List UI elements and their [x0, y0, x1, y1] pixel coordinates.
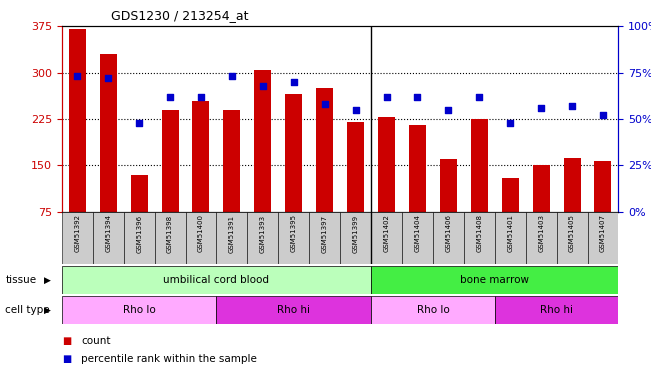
Text: GSM51398: GSM51398: [167, 214, 173, 253]
Text: GDS1230 / 213254_at: GDS1230 / 213254_at: [111, 9, 248, 22]
Text: GSM51405: GSM51405: [569, 214, 575, 252]
Point: [567, 103, 577, 109]
Bar: [278, 212, 309, 264]
Bar: [371, 212, 402, 264]
Text: ▶: ▶: [44, 276, 51, 285]
Text: umbilical cord blood: umbilical cord blood: [163, 275, 270, 285]
Bar: [223, 110, 240, 212]
Bar: [378, 117, 395, 212]
Text: ■: ■: [62, 336, 71, 346]
Bar: [371, 296, 495, 324]
Text: percentile rank within the sample: percentile rank within the sample: [81, 354, 257, 364]
Bar: [285, 94, 302, 212]
Bar: [131, 175, 148, 212]
Bar: [340, 212, 371, 264]
Bar: [402, 212, 433, 264]
Text: GSM51407: GSM51407: [600, 214, 606, 252]
Bar: [433, 212, 464, 264]
Text: ▶: ▶: [44, 306, 51, 315]
Text: GSM51404: GSM51404: [415, 214, 421, 252]
Point: [412, 94, 422, 100]
Point: [536, 105, 546, 111]
Point: [320, 101, 330, 107]
Text: GSM51397: GSM51397: [322, 214, 327, 253]
Bar: [587, 212, 618, 264]
Point: [598, 112, 608, 118]
Point: [227, 74, 237, 80]
Bar: [62, 212, 92, 264]
Text: GSM51391: GSM51391: [229, 214, 235, 253]
Text: GSM51395: GSM51395: [291, 214, 297, 252]
Bar: [316, 88, 333, 212]
Point: [72, 74, 83, 80]
Bar: [193, 100, 210, 212]
Text: cell type: cell type: [5, 305, 50, 315]
Text: GSM51403: GSM51403: [538, 214, 544, 252]
Text: GSM51393: GSM51393: [260, 214, 266, 253]
Bar: [255, 70, 271, 212]
Point: [350, 107, 361, 113]
Bar: [495, 296, 618, 324]
Bar: [409, 125, 426, 212]
Text: GSM51402: GSM51402: [383, 214, 389, 252]
Bar: [557, 212, 587, 264]
Text: GSM51399: GSM51399: [353, 214, 359, 253]
Point: [474, 94, 484, 100]
Bar: [62, 296, 216, 324]
Text: GSM51396: GSM51396: [136, 214, 142, 253]
Text: Rho hi: Rho hi: [277, 305, 311, 315]
Bar: [161, 110, 178, 212]
Bar: [371, 266, 618, 294]
Bar: [525, 212, 557, 264]
Text: GSM51392: GSM51392: [74, 214, 80, 252]
Bar: [464, 212, 495, 264]
Bar: [216, 296, 371, 324]
Point: [505, 120, 516, 126]
Bar: [347, 122, 364, 212]
Bar: [471, 119, 488, 212]
Point: [381, 94, 392, 100]
Bar: [69, 29, 86, 212]
Bar: [594, 160, 611, 212]
Point: [196, 94, 206, 100]
Text: GSM51394: GSM51394: [105, 214, 111, 252]
Bar: [124, 212, 154, 264]
Bar: [154, 212, 186, 264]
Text: Rho lo: Rho lo: [417, 305, 449, 315]
Point: [258, 82, 268, 88]
Text: GSM51401: GSM51401: [507, 214, 513, 252]
Text: Rho lo: Rho lo: [123, 305, 156, 315]
Text: GSM51406: GSM51406: [445, 214, 451, 252]
Text: tissue: tissue: [5, 275, 36, 285]
Bar: [247, 212, 278, 264]
Point: [165, 94, 175, 100]
Text: GSM51400: GSM51400: [198, 214, 204, 252]
Point: [443, 107, 454, 113]
Text: GSM51408: GSM51408: [477, 214, 482, 252]
Text: count: count: [81, 336, 111, 346]
Text: ■: ■: [62, 354, 71, 364]
Point: [103, 75, 113, 81]
Bar: [100, 54, 117, 212]
Bar: [564, 158, 581, 212]
Bar: [216, 212, 247, 264]
Bar: [309, 212, 340, 264]
Bar: [62, 266, 371, 294]
Text: bone marrow: bone marrow: [460, 275, 529, 285]
Bar: [502, 178, 519, 212]
Bar: [92, 212, 124, 264]
Bar: [440, 159, 457, 212]
Bar: [533, 165, 549, 212]
Text: Rho hi: Rho hi: [540, 305, 573, 315]
Bar: [495, 212, 525, 264]
Point: [288, 79, 299, 85]
Point: [134, 120, 145, 126]
Bar: [186, 212, 216, 264]
